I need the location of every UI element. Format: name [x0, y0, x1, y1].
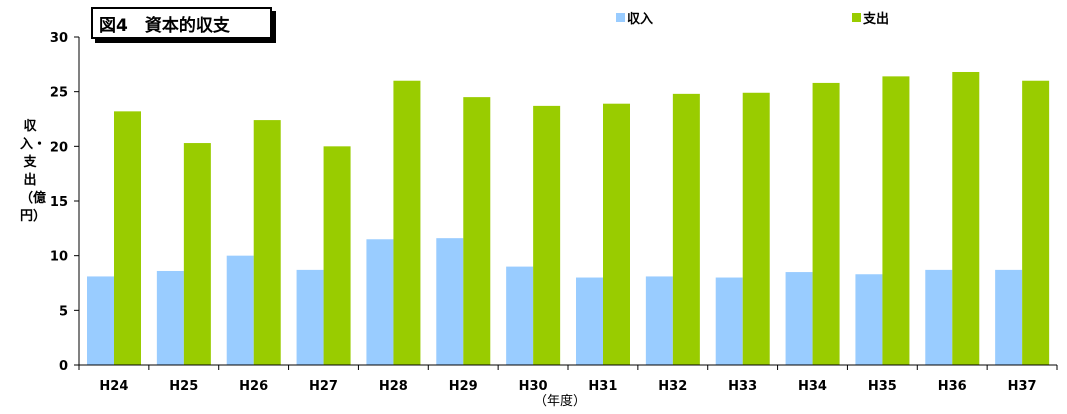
bar-income-H25: [156, 270, 184, 365]
x-tick-label-H35: H35: [868, 379, 897, 394]
y-tick-label-10: 10: [50, 250, 68, 265]
bar-income-H37: [995, 269, 1023, 365]
bar-income-H31: [576, 277, 603, 365]
bar-income-H28: [366, 239, 394, 365]
legend-swatch-expenditure: [852, 13, 861, 22]
legend-swatch-income: [616, 13, 625, 22]
x-tick-label-H28: H28: [379, 379, 408, 394]
chart-title-text: 図4 資本的収支: [99, 15, 230, 36]
legend-label-income: 収入: [627, 12, 654, 27]
y-axis-label: 収入・支出（億円）: [20, 119, 47, 224]
bar-expenditure-H28: [393, 80, 421, 365]
bar-income-H35: [855, 274, 883, 365]
bar-expenditure-H29: [463, 97, 491, 365]
bar-expenditure-H37: [1022, 80, 1050, 365]
bar-expenditure-H27: [323, 146, 351, 365]
bar-expenditure-H32: [672, 93, 700, 365]
x-tick-label-H37: H37: [1008, 379, 1037, 394]
bar-expenditure-H35: [882, 76, 910, 366]
chart-title: 図4 資本的収支: [91, 7, 272, 39]
x-tick-label-H30: H30: [519, 379, 548, 394]
x-tick-label-H36: H36: [938, 379, 967, 394]
x-tick-label-H25: H25: [169, 379, 198, 394]
x-tick-label-H29: H29: [449, 379, 478, 394]
x-tick-label-H26: H26: [239, 379, 268, 394]
x-tick-label-H24: H24: [99, 379, 128, 394]
legend-item-expenditure: 支出: [852, 8, 889, 27]
bar-income-H26: [226, 255, 254, 365]
x-tick-label-H33: H33: [728, 379, 757, 394]
bar-income-H32: [645, 276, 673, 365]
y-tick-label-5: 5: [59, 304, 68, 319]
bar-income-H27: [296, 269, 324, 365]
x-axis-label: （年度）: [534, 393, 586, 409]
legend-item-income: 収入: [616, 8, 653, 27]
bar-expenditure-H25: [183, 143, 211, 365]
x-tick-label-H27: H27: [309, 379, 338, 394]
bar-income-H24: [87, 276, 114, 365]
y-tick-label-0: 0: [59, 359, 68, 374]
y-tick-label-30: 30: [50, 31, 68, 46]
bar-expenditure-H26: [253, 120, 281, 366]
bar-income-H29: [436, 238, 464, 365]
y-tick-label-15: 15: [50, 195, 68, 210]
x-tick-label-H31: H31: [588, 379, 617, 394]
bar-income-H30: [506, 266, 534, 365]
bar-expenditure-H31: [603, 103, 630, 366]
bar-expenditure-H34: [812, 82, 840, 366]
bar-expenditure-H24: [114, 111, 141, 365]
bar-income-H34: [785, 272, 813, 365]
bar-expenditure-H36: [952, 71, 980, 365]
y-tick-label-20: 20: [50, 140, 68, 155]
bar-expenditure-H30: [533, 105, 561, 365]
bar-expenditure-H33: [742, 92, 770, 365]
bar-income-H36: [925, 269, 953, 365]
x-tick-label-H32: H32: [658, 379, 687, 394]
y-tick-label-25: 25: [50, 86, 68, 101]
legend-label-expenditure: 支出: [863, 12, 890, 27]
bar-income-H33: [715, 277, 743, 365]
x-tick-label-H34: H34: [798, 379, 827, 394]
